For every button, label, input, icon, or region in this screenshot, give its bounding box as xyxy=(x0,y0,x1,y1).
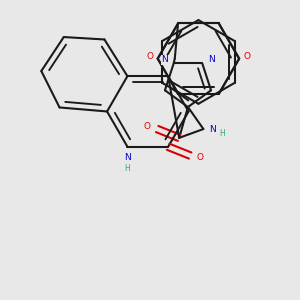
Text: N: N xyxy=(162,56,168,64)
Text: H: H xyxy=(124,164,130,173)
Text: N: N xyxy=(208,56,214,64)
Text: N: N xyxy=(209,124,216,134)
Text: O: O xyxy=(146,52,154,61)
Text: O: O xyxy=(196,153,204,162)
Text: H: H xyxy=(219,129,225,138)
Text: N: N xyxy=(124,153,131,162)
Text: O: O xyxy=(243,52,250,61)
Text: O: O xyxy=(144,122,151,131)
